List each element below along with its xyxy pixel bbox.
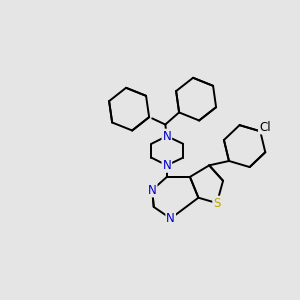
Text: N: N [148, 184, 157, 196]
Text: Cl: Cl [259, 121, 271, 134]
Text: S: S [213, 196, 220, 210]
Text: N: N [163, 130, 171, 142]
Text: N: N [163, 159, 171, 172]
Text: N: N [166, 212, 175, 225]
